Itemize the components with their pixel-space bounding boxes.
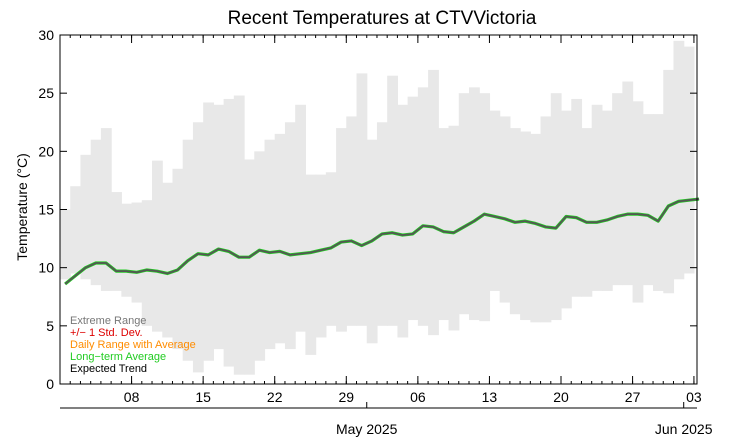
y-tick-label: 15 <box>38 202 54 218</box>
y-axis-label: Temperature (°C) <box>14 153 30 261</box>
extreme-range-bar <box>601 110 613 291</box>
legend-entry: Daily Range with Average <box>70 339 196 351</box>
extreme-range-bar <box>356 73 368 326</box>
extreme-range-bar <box>673 40 685 280</box>
y-tick-label: 0 <box>46 376 54 392</box>
x-tick-label: 15 <box>195 389 211 405</box>
extreme-range-bar <box>428 69 439 336</box>
extreme-range-bar <box>612 93 623 286</box>
extreme-range-bar <box>111 192 122 291</box>
extreme-range-bar <box>448 125 460 331</box>
y-tick-label: 30 <box>38 27 54 43</box>
extreme-range-bar <box>550 93 562 321</box>
extreme-range-bar <box>284 122 296 350</box>
extreme-range-bar <box>683 46 695 274</box>
extreme-range-bar <box>60 209 71 280</box>
extreme-range-bar <box>264 139 276 350</box>
plot-area <box>60 40 700 375</box>
extreme-range-bar <box>561 110 572 309</box>
extreme-range-bar <box>571 98 583 297</box>
extreme-range-bar <box>213 104 225 350</box>
extreme-range-bar <box>244 159 255 375</box>
legend: Extreme Range+/− 1 Std. Dev.Daily Range … <box>70 315 196 375</box>
x-tick-label: 08 <box>124 389 140 405</box>
extreme-range-bar <box>376 122 388 326</box>
extreme-range-bar <box>254 151 266 361</box>
extreme-range-bar <box>591 104 603 291</box>
chart-title: Recent Temperatures at CTVVictoria <box>228 8 537 29</box>
extreme-range-bar <box>653 114 664 291</box>
extreme-range-bar <box>520 131 531 321</box>
extreme-range-bar <box>458 93 470 315</box>
x-tick-label: 06 <box>410 389 426 405</box>
x-tick-label: 13 <box>482 389 498 405</box>
extreme-range-bar <box>295 104 306 332</box>
extreme-range-bar <box>468 87 480 321</box>
extreme-range-bar <box>152 160 163 332</box>
extreme-range-bar <box>530 133 542 323</box>
y-tick-label: 10 <box>38 260 54 276</box>
x-tick-label: 22 <box>267 389 283 405</box>
extreme-range-bar <box>274 133 286 344</box>
extreme-range-bar <box>407 96 419 321</box>
month-label: May 2025 <box>336 421 398 437</box>
y-tick-label: 20 <box>38 143 54 159</box>
month-label: Jun 2025 <box>655 421 713 437</box>
extreme-range-bar <box>70 186 82 274</box>
extreme-range-bar <box>336 128 347 332</box>
extreme-range-bar <box>141 200 153 326</box>
extreme-range-bar <box>182 139 194 361</box>
legend-entry: Extreme Range <box>70 315 146 327</box>
y-tick-label: 25 <box>38 85 54 101</box>
extreme-range-bar <box>479 93 491 322</box>
x-tick-label: 03 <box>686 389 702 405</box>
extreme-range-bar <box>346 116 358 326</box>
extreme-range-bar <box>438 128 450 321</box>
extreme-range-bar <box>80 154 92 280</box>
axes: 0 5 10 15 20 25 30 08 15 22 29 06 13 20 27 03 May 2025 Ju… <box>38 27 712 437</box>
extreme-range-bar <box>540 116 552 323</box>
extreme-range-bar <box>162 182 174 338</box>
extreme-range-bar <box>203 102 214 361</box>
extreme-range-bar <box>632 101 644 303</box>
extreme-range-bar <box>499 116 511 303</box>
expected-trend-line <box>64 198 700 285</box>
extreme-range-bar <box>489 110 501 291</box>
extreme-range-bar <box>397 104 409 338</box>
extreme-range-bar <box>90 139 102 286</box>
x-tick-label: 20 <box>553 389 569 405</box>
extreme-range-bar <box>305 174 317 355</box>
x-tick-label: 27 <box>625 389 641 405</box>
legend-entry: Long−term Average <box>70 351 166 363</box>
extreme-range-bar <box>192 122 204 373</box>
extreme-range-bar <box>100 128 112 291</box>
extreme-range-bar <box>315 174 327 338</box>
x-tick-label: 29 <box>339 389 355 405</box>
legend-entry: +/− 1 Std. Dev. <box>70 327 143 339</box>
extreme-range-bar <box>387 75 399 326</box>
extreme-range-bar <box>663 69 675 294</box>
y-tick-label: 5 <box>46 318 54 334</box>
extreme-range-bar <box>581 128 593 297</box>
legend-entry: Expected Trend <box>70 363 147 375</box>
extreme-range-bar <box>223 98 235 367</box>
extreme-range-bar <box>121 203 133 297</box>
extreme-range-bar <box>233 95 245 375</box>
extreme-range-bar <box>622 81 634 286</box>
extreme-range-bar <box>172 168 184 350</box>
extreme-range-bar <box>642 114 654 286</box>
extreme-range-bar <box>417 87 429 326</box>
extreme-range-bar <box>131 202 143 303</box>
